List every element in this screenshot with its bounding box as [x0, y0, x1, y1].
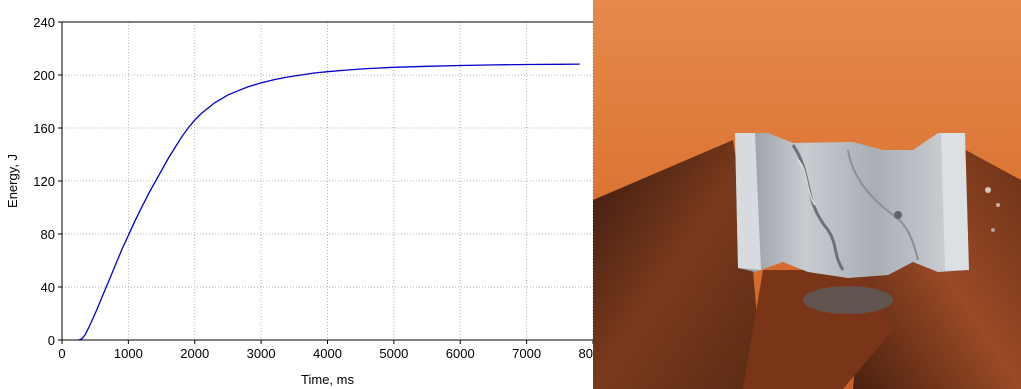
y-tick-label: 200 [33, 68, 55, 83]
energy-series-line [78, 63, 580, 341]
y-tick-label: 80 [41, 227, 55, 242]
x-tick-label: 1000 [114, 346, 143, 361]
x-tick-label: 7000 [512, 346, 541, 361]
x-tick-label: 5000 [379, 346, 408, 361]
y-tick-label: 120 [33, 174, 55, 189]
shear-lip-right [941, 133, 969, 270]
fracture-face [735, 133, 968, 278]
y-tick-label: 240 [33, 15, 55, 30]
x-tick-label: 4000 [313, 346, 342, 361]
specimen-left-half [593, 140, 763, 389]
fracture-pit [894, 211, 902, 219]
x-tick-label: 8000 [579, 346, 593, 361]
crack-texture-2 [847, 149, 919, 261]
fractured-specimen-photo [593, 0, 1021, 389]
x-tick-label: 2000 [180, 346, 209, 361]
x-tick-label: 6000 [446, 346, 475, 361]
x-axis-title: Time, ms [301, 372, 354, 387]
notch-root [803, 286, 893, 314]
shear-lip-left [735, 133, 761, 270]
y-axis-title: Energy, J [5, 154, 20, 208]
x-tick-label: 0 [58, 346, 65, 361]
y-tick-label: 0 [48, 333, 55, 348]
x-tick-label: 3000 [247, 346, 276, 361]
y-tick-label: 40 [41, 280, 55, 295]
y-tick-label: 160 [33, 121, 55, 136]
chart-svg: 0 1000 2000 3000 4000 5000 6000 7000 8000 0 40 80 12… [5, 15, 593, 387]
